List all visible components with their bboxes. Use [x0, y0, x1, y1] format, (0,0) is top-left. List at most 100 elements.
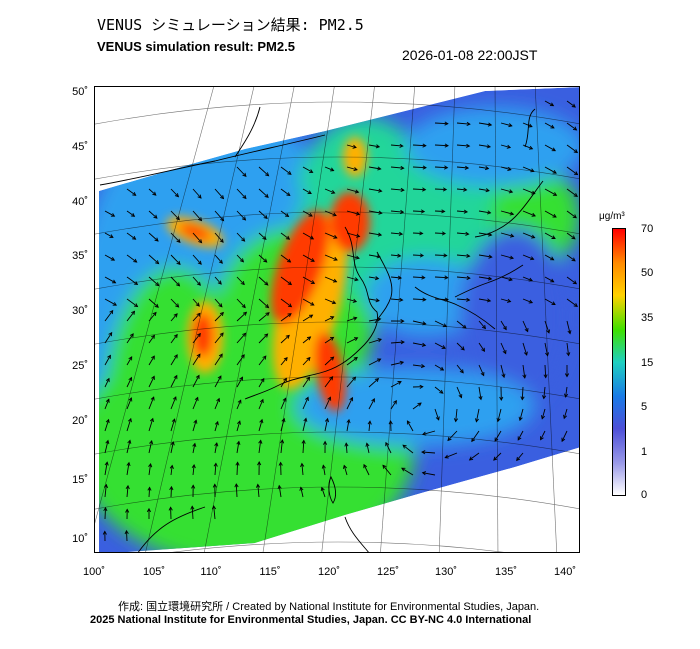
wind-arrow-head — [310, 280, 316, 284]
lon-label: 115˚ — [259, 566, 281, 578]
wind-arrow-head — [287, 313, 292, 317]
wind-arrow — [192, 312, 201, 322]
wind-arrow-head — [402, 444, 407, 449]
wind-arrow-head — [502, 325, 507, 331]
wind-arrow — [278, 485, 282, 498]
wind-arrow — [301, 463, 304, 476]
wind-arrow-head — [471, 437, 476, 443]
pm25-map — [94, 86, 580, 553]
wind-arrow-head — [463, 209, 469, 214]
wind-arrow — [412, 342, 426, 346]
wind-arrow-head — [419, 253, 425, 258]
wind-arrow — [346, 254, 360, 259]
wind-arrow-head — [170, 441, 175, 446]
wind-arrow-head — [552, 169, 557, 174]
wind-arrow-head — [299, 486, 304, 491]
wind-arrow-head — [508, 123, 513, 128]
wind-arrow-head — [330, 167, 335, 172]
wind-arrow — [214, 353, 223, 366]
wind-arrow — [148, 335, 155, 344]
wind-arrow-head — [327, 396, 332, 401]
wind-arrow-head — [355, 211, 361, 216]
wind-arrow-head — [444, 143, 449, 148]
wind-arrow — [522, 276, 533, 282]
wind-arrow — [302, 298, 315, 306]
wind-arrow-head — [235, 461, 240, 466]
wind-arrow-head — [439, 389, 444, 394]
wind-arrow-head — [480, 371, 485, 377]
wind-arrow-head — [112, 279, 117, 284]
wind-arrow-head — [218, 303, 223, 308]
legend-tick-label: 5 — [641, 401, 648, 413]
wind-arrow — [214, 298, 223, 308]
wind-arrow — [478, 298, 491, 302]
wind-arrow — [390, 144, 403, 147]
wind-arrow — [302, 254, 315, 262]
wind-arrow — [434, 210, 445, 212]
wind-arrow — [324, 356, 334, 366]
wind-arrow — [471, 430, 480, 442]
wind-arrow-head — [172, 396, 177, 401]
wind-arrow-head — [375, 144, 381, 149]
meridian-line — [145, 87, 255, 552]
wind-arrow — [302, 418, 307, 432]
wind-arrow-head — [332, 212, 337, 217]
wind-arrow — [500, 122, 512, 127]
wind-arrow-head — [330, 316, 335, 320]
wind-arrow — [500, 298, 511, 303]
wind-arrow — [170, 375, 178, 388]
wind-arrow-head — [195, 302, 200, 307]
wind-arrow — [412, 188, 426, 191]
wind-arrow-head — [501, 373, 506, 379]
wind-arrow — [126, 188, 136, 196]
wind-arrow — [500, 166, 511, 171]
wind-arrow — [236, 232, 245, 242]
wind-arrow-head — [149, 439, 154, 445]
wind-arrow — [324, 254, 338, 261]
wind-arrow — [214, 188, 224, 199]
wind-arrow — [104, 276, 116, 284]
wind-arrow-head — [422, 431, 427, 436]
wind-arrow — [148, 463, 152, 476]
wind-arrow-head — [280, 439, 285, 444]
wind-arrow-head — [242, 332, 247, 337]
wind-arrow-head — [550, 278, 555, 283]
wind-arrow-head — [552, 192, 558, 196]
wind-arrow — [170, 276, 180, 287]
lon-label: 110˚ — [200, 566, 222, 578]
wind-arrow-head — [132, 235, 137, 240]
wind-arrow — [148, 276, 159, 286]
wind-arrow-head — [175, 216, 180, 221]
wind-arrow-head — [571, 103, 576, 108]
lat-label: 35˚ — [72, 250, 88, 262]
wind-arrow-head — [528, 145, 534, 150]
wind-arrow-head — [545, 352, 550, 357]
wind-arrow — [566, 166, 578, 175]
wind-arrow-head — [263, 258, 268, 263]
parallel-line — [95, 266, 579, 290]
wind-arrow — [214, 375, 222, 388]
wind-arrow — [412, 276, 425, 279]
wind-arrow — [368, 254, 381, 258]
wind-arrow-head — [506, 298, 512, 303]
forecast-timestamp: 2026-01-08 22:00JST — [402, 47, 538, 63]
wind-arrow — [302, 377, 310, 388]
parallel-line — [95, 156, 579, 180]
wind-arrow-head — [306, 356, 311, 362]
meridian-line — [380, 87, 415, 552]
wind-arrow-head — [367, 420, 372, 425]
wind-arrow-head — [528, 277, 533, 282]
wind-arrow — [456, 232, 469, 235]
wind-arrow-head — [466, 275, 471, 281]
wind-arrow — [258, 232, 267, 240]
wind-arrow-head — [564, 373, 570, 378]
wind-arrow — [368, 298, 380, 302]
wind-arrow — [192, 276, 201, 286]
wind-arrow — [258, 419, 263, 432]
wind-arrow — [192, 464, 195, 476]
wind-arrow — [455, 408, 458, 422]
copyright-line: 2025 National Institute for Environmenta… — [90, 614, 532, 626]
wind-arrow — [522, 144, 533, 150]
wind-arrow — [390, 188, 404, 191]
wind-arrow-head — [561, 437, 566, 443]
